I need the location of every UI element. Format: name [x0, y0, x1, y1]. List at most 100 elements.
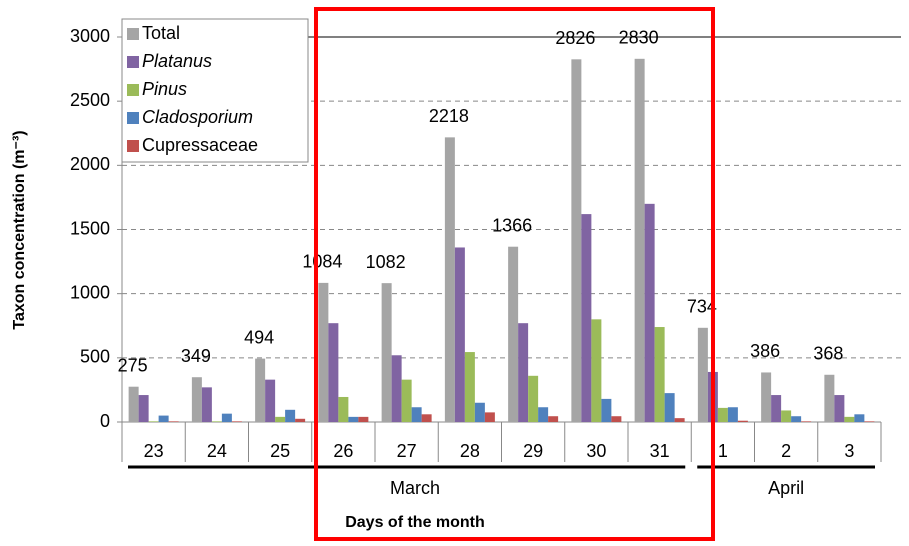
x-tick-label: 25 [270, 441, 290, 461]
legend-box [121, 18, 309, 163]
y-tick-label: 3000 [70, 26, 110, 46]
data-label: 1084 [302, 252, 342, 272]
bar [717, 407, 728, 422]
bar [454, 247, 465, 422]
bar [801, 421, 812, 422]
legend-label: Pinus [142, 79, 187, 99]
bar [737, 420, 748, 422]
bar [664, 393, 675, 422]
bar [255, 358, 266, 422]
legend-swatch [127, 28, 139, 40]
bar [581, 214, 592, 422]
bar [138, 395, 149, 422]
legend-label: Total [142, 23, 180, 43]
group-label: March [390, 478, 440, 498]
bar [285, 409, 296, 422]
x-tick-label: 24 [207, 441, 227, 461]
legend-label: Cladosporium [142, 107, 253, 127]
bar [191, 377, 202, 422]
bar [411, 407, 422, 422]
bar [528, 375, 539, 422]
bar [265, 379, 276, 422]
data-label: 368 [813, 344, 843, 364]
y-tick-label: 2500 [70, 90, 110, 110]
bar [391, 355, 402, 422]
data-label: 2218 [429, 106, 469, 126]
x-axis-label: Days of the month [345, 514, 485, 531]
legend-swatch [127, 56, 139, 68]
data-label: 275 [118, 355, 148, 375]
bar [168, 421, 179, 422]
bar [571, 59, 582, 422]
bar [221, 413, 232, 422]
data-label: 494 [244, 327, 274, 347]
y-tick-label: 1000 [70, 282, 110, 302]
bar [338, 396, 349, 422]
data-label: 386 [750, 341, 780, 361]
bar [231, 421, 242, 422]
x-tick-label: 23 [144, 441, 164, 461]
bar [791, 416, 802, 422]
data-label: 2830 [619, 28, 659, 48]
bar [318, 282, 329, 422]
legend-swatch [127, 140, 139, 152]
group-label: April [768, 478, 804, 498]
x-tick-label: 29 [523, 441, 543, 461]
bar [444, 137, 455, 422]
bar [611, 416, 622, 422]
x-tick-label: 30 [586, 441, 606, 461]
bar [358, 416, 369, 422]
y-axis-label: Taxon concentration (m⁻³) [11, 130, 28, 329]
bar [518, 323, 529, 422]
bar [654, 327, 665, 422]
y-tick-label: 0 [100, 411, 110, 431]
bar [158, 415, 169, 422]
bar [474, 402, 485, 422]
x-tick-label: 2 [781, 441, 791, 461]
bar [548, 416, 559, 422]
data-label: 734 [687, 297, 717, 317]
bar [781, 410, 792, 422]
bar [824, 374, 835, 422]
highlight-box [314, 7, 715, 541]
bar [201, 387, 212, 422]
bar [128, 386, 139, 422]
bar [401, 379, 412, 422]
bar [727, 407, 738, 422]
bar [295, 418, 306, 422]
bar [328, 323, 339, 422]
x-tick-label: 31 [650, 441, 670, 461]
bar [854, 414, 865, 422]
bar [771, 395, 782, 422]
bar [421, 414, 432, 422]
y-tick-label: 2000 [70, 154, 110, 174]
x-tick-label: 26 [333, 441, 353, 461]
bar [644, 203, 655, 422]
bar [508, 246, 519, 422]
legend-label: Platanus [142, 51, 212, 71]
bar [844, 416, 855, 422]
bar [697, 327, 708, 422]
legend-swatch [127, 112, 139, 124]
data-label: 349 [181, 346, 211, 366]
x-tick-label: 3 [844, 441, 854, 461]
bar [761, 372, 772, 422]
bar [674, 418, 685, 422]
bar [601, 398, 612, 422]
data-label: 2826 [555, 28, 595, 48]
y-tick-label: 500 [80, 347, 110, 367]
x-tick-label: 28 [460, 441, 480, 461]
bar [591, 319, 602, 422]
bar [484, 412, 495, 422]
data-label: 1082 [366, 252, 406, 272]
bar [148, 421, 159, 422]
x-tick-label: 27 [397, 441, 417, 461]
legend-swatch [127, 84, 139, 96]
bar [864, 421, 875, 422]
bar [834, 395, 845, 422]
y-tick-label: 1500 [70, 218, 110, 238]
bar [634, 58, 645, 423]
bar [538, 407, 549, 422]
bar [464, 352, 475, 422]
